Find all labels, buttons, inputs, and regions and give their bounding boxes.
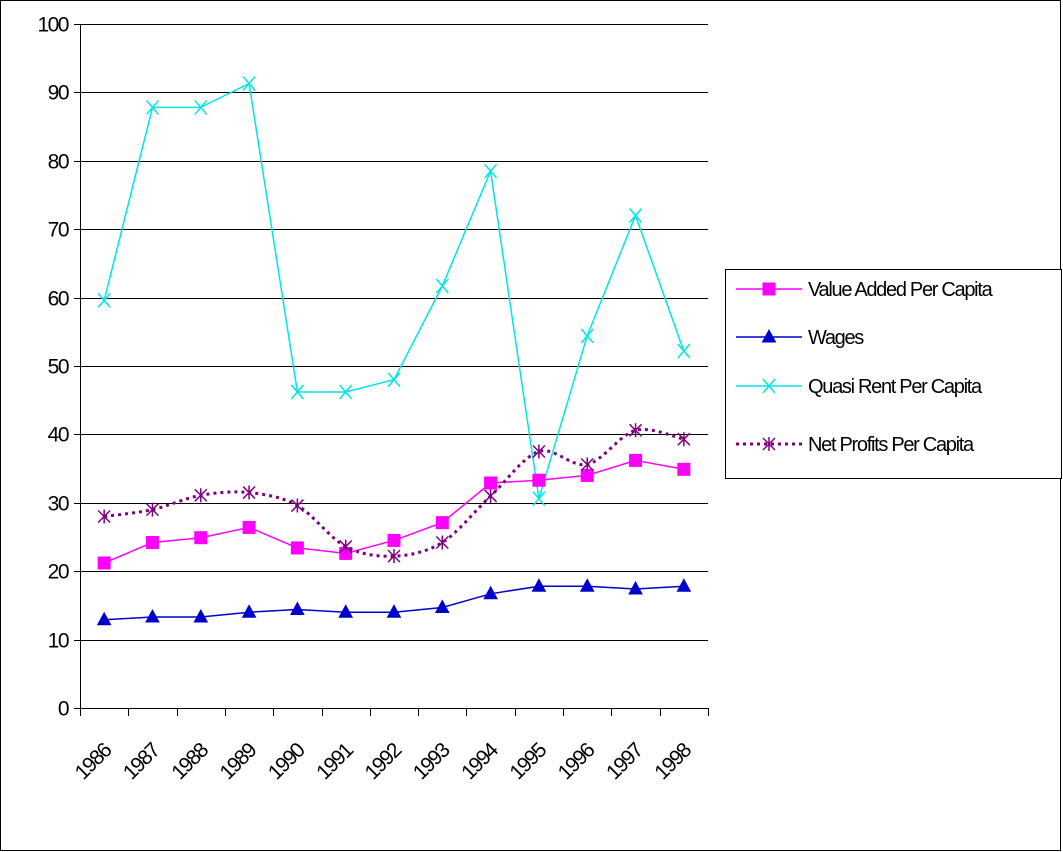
y-tick-label: 40 xyxy=(48,424,69,447)
data-point xyxy=(242,485,256,500)
data-point xyxy=(762,282,776,296)
data-point xyxy=(241,604,257,618)
data-point xyxy=(290,541,304,555)
y-tick-label: 80 xyxy=(48,151,69,174)
legend-items: Value Added Per Capita Wages Quasi Rent Pe… xyxy=(736,279,995,456)
y-tick-label: 90 xyxy=(48,82,69,105)
data-point xyxy=(484,488,498,503)
y-tick-label: 30 xyxy=(48,493,69,516)
data-point xyxy=(676,578,692,592)
data-point xyxy=(194,531,208,545)
data-point xyxy=(387,372,401,388)
y-tick-label: 20 xyxy=(48,561,69,584)
data-point xyxy=(339,539,353,554)
legend-item-quasi-rent-per-capita: Quasi Rent Per Capita xyxy=(736,376,984,398)
data-point xyxy=(97,556,111,570)
data-point xyxy=(145,535,159,549)
data-point xyxy=(677,432,691,447)
axes xyxy=(74,24,709,716)
data-point xyxy=(290,601,305,616)
data-point xyxy=(761,328,777,343)
legend: Value Added Per Capita Wages Quasi Rent Pe… xyxy=(725,269,1062,479)
data-point xyxy=(145,502,159,517)
legend-box xyxy=(725,269,1062,479)
data-point xyxy=(532,444,546,459)
data-point xyxy=(532,473,546,487)
data-point xyxy=(434,599,450,613)
y-tick-label: 50 xyxy=(48,356,69,379)
data-point xyxy=(97,292,111,308)
data-point xyxy=(435,516,449,530)
data-point xyxy=(339,384,353,400)
series-wages xyxy=(96,578,692,626)
y-tick-label: 100 xyxy=(37,14,68,37)
series-quasi-rent-per-capita xyxy=(97,76,691,507)
legend-item-net-profits-per-capita: Net Profits Per Capita xyxy=(736,434,976,456)
data-point xyxy=(580,457,594,472)
data-point xyxy=(484,476,498,490)
data-point xyxy=(532,491,546,507)
legend-label: Quasi Rent Per Capita xyxy=(808,376,983,398)
y-tick-label: 10 xyxy=(48,630,69,653)
data-point xyxy=(290,384,304,400)
data-point xyxy=(387,549,401,564)
data-point xyxy=(762,437,776,451)
y-tick-label: 70 xyxy=(48,219,69,242)
data-point xyxy=(194,99,208,115)
y-axis-tick-labels: 0 10 20 30 40 50 60 70 80 90 100 xyxy=(37,14,70,721)
data-point xyxy=(193,608,209,623)
series-net-profits-per-capita xyxy=(97,423,691,564)
data-point xyxy=(145,608,160,623)
data-point xyxy=(435,535,449,550)
data-point xyxy=(677,462,691,476)
legend-label: Value Added Per Capita xyxy=(808,279,994,301)
data-point xyxy=(762,378,776,394)
series-group xyxy=(96,76,692,626)
data-point xyxy=(242,520,256,534)
data-point xyxy=(579,578,595,592)
data-point xyxy=(145,99,160,115)
legend-item-value-added-per-capita: Value Added Per Capita xyxy=(736,279,995,301)
data-point xyxy=(580,328,594,344)
data-point xyxy=(677,343,691,359)
data-point xyxy=(435,278,449,294)
data-point xyxy=(629,423,643,438)
y-tick-label: 0 xyxy=(58,698,69,721)
data-point xyxy=(628,580,643,595)
data-point xyxy=(97,509,111,524)
data-point xyxy=(628,208,643,224)
legend-label: Net Profits Per Capita xyxy=(808,434,975,456)
data-point xyxy=(531,578,547,592)
data-point xyxy=(242,76,256,91)
data-point xyxy=(96,611,112,626)
y-tick-label: 60 xyxy=(48,288,69,311)
data-point xyxy=(483,585,498,600)
data-point xyxy=(386,604,402,618)
data-point xyxy=(484,163,498,179)
gridlines xyxy=(80,24,708,641)
data-point xyxy=(338,604,354,618)
data-point xyxy=(194,488,208,503)
data-point xyxy=(290,498,304,513)
legend-label: Wages xyxy=(808,327,864,349)
data-point xyxy=(387,533,401,547)
legend-item-wages: Wages xyxy=(736,327,866,349)
data-point xyxy=(629,453,643,467)
